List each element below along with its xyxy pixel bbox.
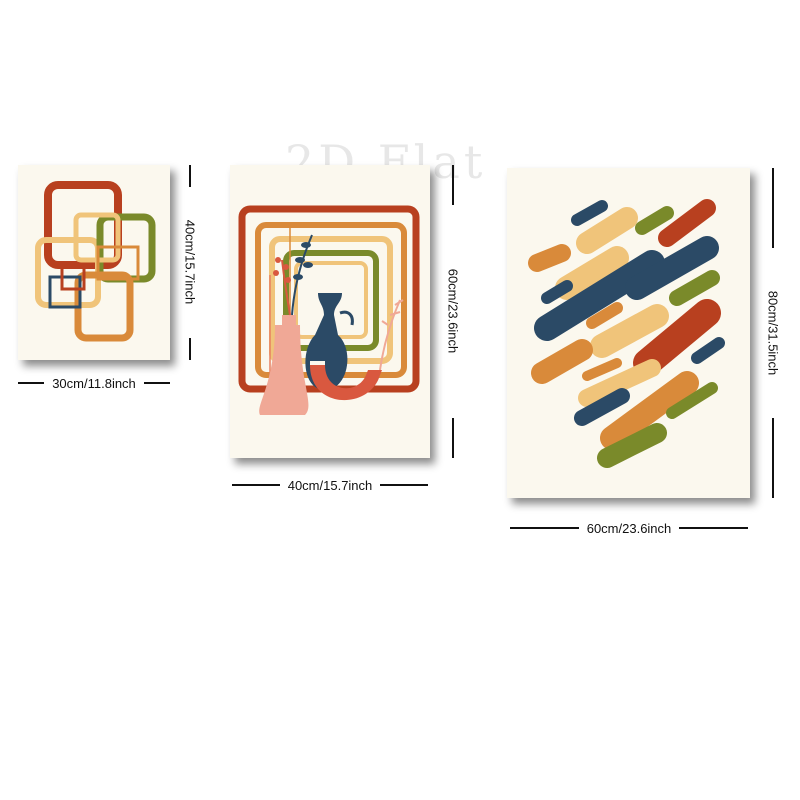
brushstrokes-artwork bbox=[528, 199, 725, 468]
width-label: 60cm/23.6inch bbox=[586, 520, 672, 536]
width-label: 40cm/15.7inch bbox=[287, 477, 373, 493]
width-dimension-2: 40cm/15.7inch bbox=[232, 475, 428, 495]
width-dimension-3: 60cm/23.6inch bbox=[510, 518, 748, 538]
height-label: 80cm/31.5inch bbox=[765, 290, 781, 376]
abstract-squares-poster bbox=[18, 165, 170, 360]
vases-poster bbox=[230, 165, 430, 458]
height-label: 60cm/23.6inch bbox=[445, 268, 461, 354]
width-dimension-1: 30cm/11.8inch bbox=[18, 373, 170, 393]
width-label: 30cm/11.8inch bbox=[52, 375, 136, 391]
height-dimension-3: 80cm/31.5inch bbox=[763, 168, 783, 498]
height-dimension-1: 40cm/15.7inch bbox=[180, 165, 200, 360]
vases-artwork bbox=[238, 205, 420, 415]
brushstrokes-poster bbox=[507, 168, 750, 498]
abstract-squares-artwork bbox=[35, 181, 156, 342]
height-dimension-2: 60cm/23.6inch bbox=[443, 165, 463, 458]
height-label: 40cm/15.7inch bbox=[182, 219, 198, 305]
